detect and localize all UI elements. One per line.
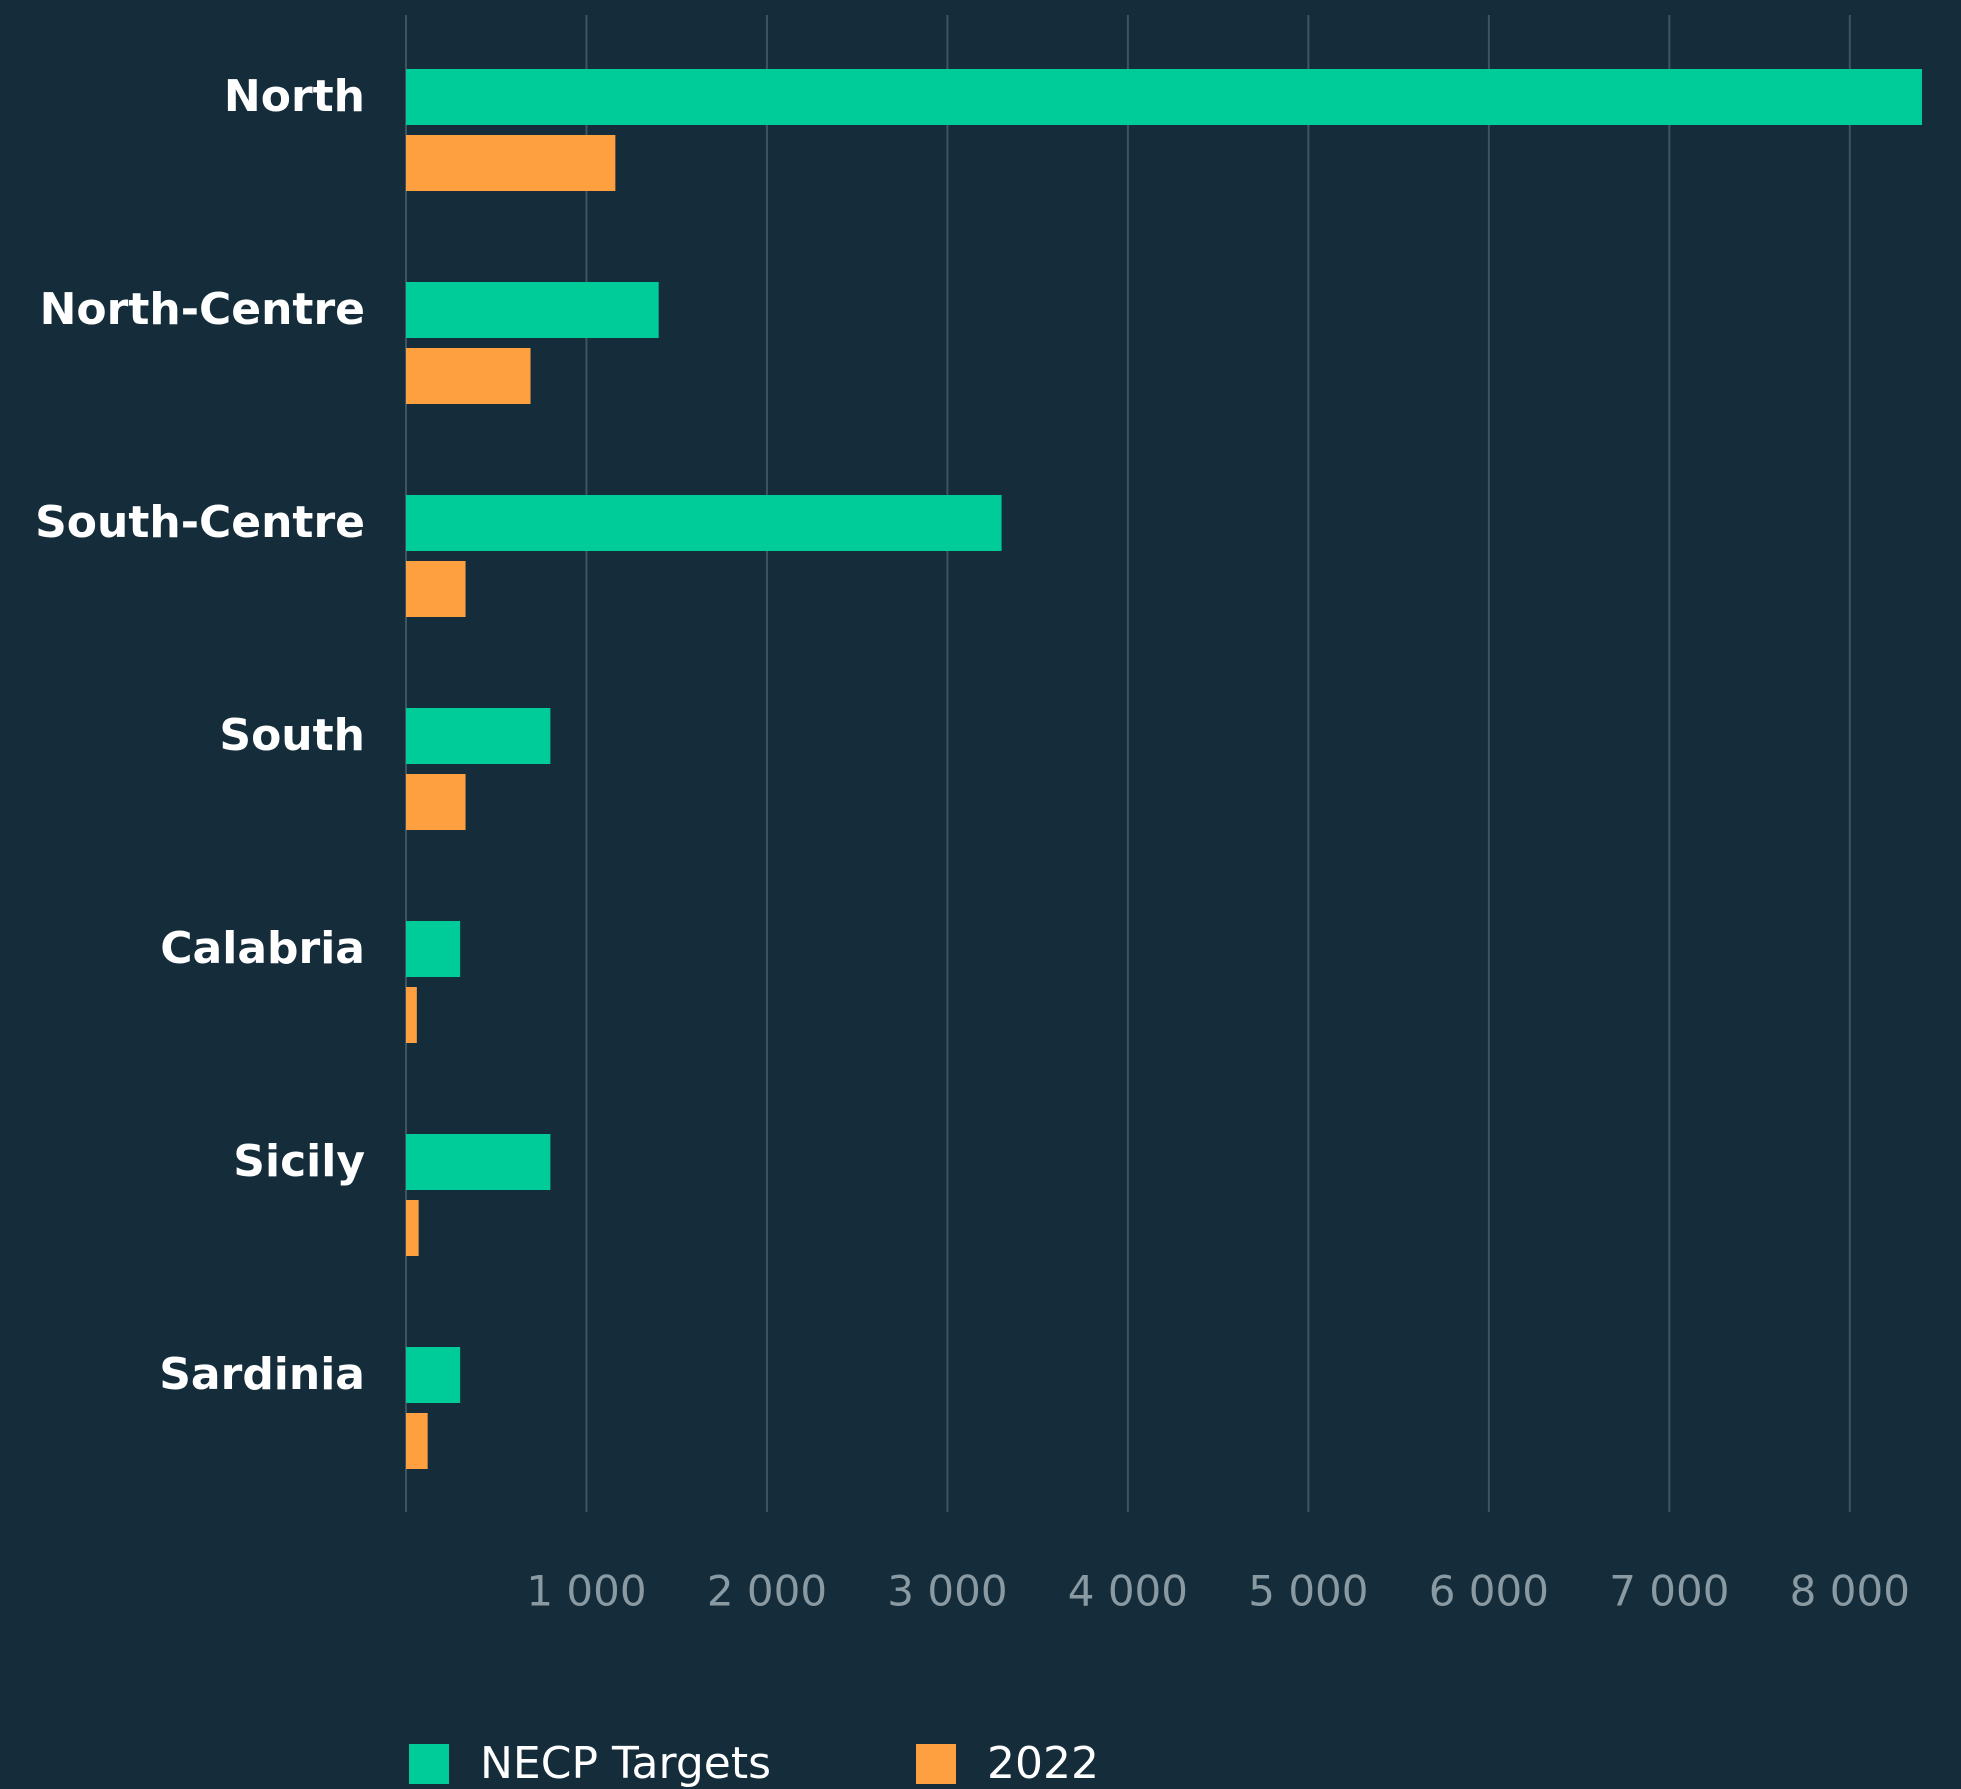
y-tick-label: Calabria [160, 923, 365, 974]
x-tick-label: 8 000 [1790, 1567, 1910, 1616]
x-tick-label: 5 000 [1248, 1567, 1368, 1616]
bar [406, 1134, 551, 1190]
legend-swatch [409, 1744, 449, 1784]
bar [406, 348, 531, 404]
legend-label: NECP Targets [480, 1738, 771, 1789]
bar [406, 987, 417, 1043]
bar [406, 921, 461, 977]
legend-swatch [916, 1744, 956, 1784]
x-tick-label: 4 000 [1068, 1567, 1188, 1616]
bar [406, 1200, 419, 1256]
y-tick-label: North [224, 71, 365, 122]
bar [406, 561, 466, 617]
bar [406, 282, 659, 338]
bar [406, 495, 1002, 551]
x-tick-label: 1 000 [526, 1567, 646, 1616]
y-tick-label: North-Centre [40, 284, 365, 335]
bar [406, 135, 616, 191]
bar [406, 1347, 461, 1403]
x-tick-label: 3 000 [887, 1567, 1007, 1616]
x-tick-label: 6 000 [1429, 1567, 1549, 1616]
bar [406, 708, 551, 764]
legend-label: 2022 [987, 1738, 1099, 1789]
y-tick-label: Sicily [233, 1136, 365, 1187]
bar [406, 774, 466, 830]
x-tick-label: 7 000 [1609, 1567, 1729, 1616]
bar [406, 69, 1922, 125]
y-tick-label: South-Centre [35, 497, 365, 548]
bar [406, 1413, 428, 1469]
y-tick-label: Sardinia [159, 1349, 365, 1400]
x-tick-label: 2 000 [707, 1567, 827, 1616]
y-tick-label: South [219, 710, 365, 761]
